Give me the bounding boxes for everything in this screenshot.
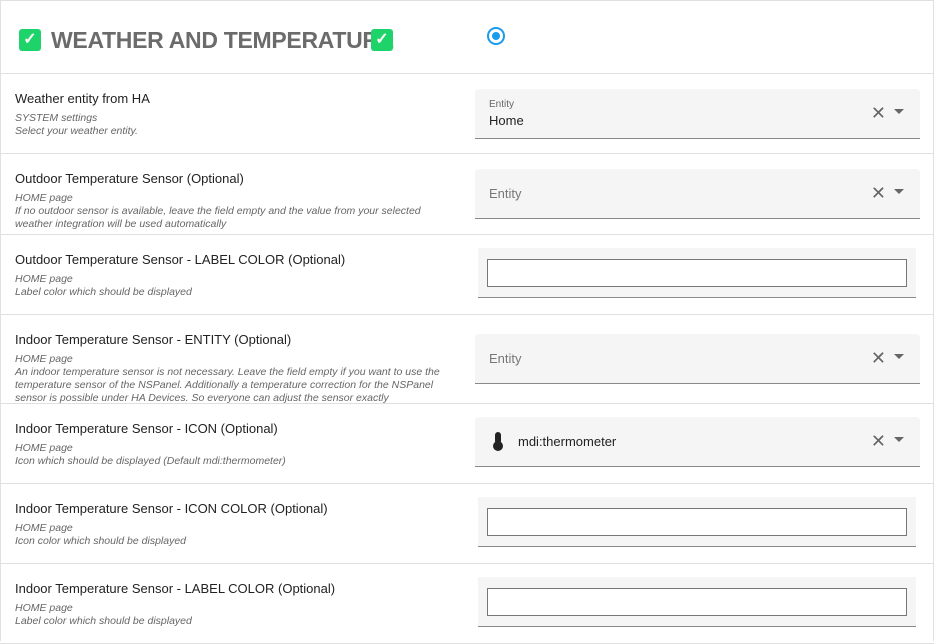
outdoor-temp-sensor-picker[interactable]: Entity ✕ — [475, 169, 920, 219]
setting-help: Label color which should be displayed — [15, 286, 192, 298]
page-title: WEATHER AND TEMPERATURE — [51, 27, 394, 53]
setting-section: SYSTEM settings — [15, 112, 98, 124]
setting-section: HOME page — [15, 442, 73, 454]
setting-row-indoor-label-color: Indoor Temperature Sensor - LABEL COLOR … — [0, 563, 934, 644]
section-header: ✓ WEATHER AND TEMPERATURE ✓ — [0, 0, 934, 74]
check-icon: ✓ — [371, 29, 393, 51]
dropdown-arrow-icon[interactable] — [894, 189, 904, 194]
setting-section: HOME page — [15, 522, 73, 534]
setting-section: HOME page — [15, 353, 73, 365]
setting-label: Indoor Temperature Sensor - ENTITY (Opti… — [15, 332, 292, 347]
setting-description: HOME page Icon which should be displayed … — [15, 442, 460, 468]
indoor-temp-icon-picker[interactable]: mdi:thermometer ✕ — [475, 417, 920, 467]
outdoor-label-color-container — [478, 248, 916, 298]
setting-section: HOME page — [15, 602, 73, 614]
setting-section: HOME page — [15, 273, 73, 285]
setting-help: An indoor temperature sensor is not nece… — [15, 366, 440, 404]
setting-label: Indoor Temperature Sensor - ICON (Option… — [15, 421, 278, 436]
field-value: Home — [489, 113, 524, 128]
setting-help: If no outdoor sensor is available, leave… — [15, 205, 421, 230]
dropdown-arrow-icon[interactable] — [894, 109, 904, 114]
clear-icon[interactable]: ✕ — [870, 183, 886, 203]
setting-label: Indoor Temperature Sensor - LABEL COLOR … — [15, 581, 336, 596]
setting-help: Icon color which should be displayed — [15, 535, 187, 547]
check-icon: ✓ — [19, 29, 41, 51]
clear-icon[interactable]: ✕ — [870, 431, 886, 451]
setting-label: Outdoor Temperature Sensor (Optional) — [15, 171, 244, 186]
field-label: Entity — [489, 99, 515, 110]
outdoor-label-color-input[interactable] — [487, 259, 907, 287]
setting-description: HOME page Label color which should be dis… — [15, 602, 460, 628]
dropdown-arrow-icon[interactable] — [894, 437, 904, 442]
indoor-icon-color-container — [478, 497, 916, 547]
indoor-label-color-container — [478, 577, 916, 627]
clear-icon[interactable]: ✕ — [870, 348, 886, 368]
setting-row-indoor-icon-color: Indoor Temperature Sensor - ICON COLOR (… — [0, 483, 934, 564]
setting-row-indoor-temp-icon: Indoor Temperature Sensor - ICON (Option… — [0, 403, 934, 484]
setting-help: Icon which should be displayed (Default … — [15, 455, 286, 467]
setting-description: HOME page If no outdoor sensor is availab… — [15, 192, 460, 231]
setting-section: HOME page — [15, 192, 73, 204]
setting-help: Label color which should be displayed — [15, 615, 192, 627]
setting-label: Indoor Temperature Sensor - ICON COLOR (… — [15, 501, 328, 516]
collapse-radio[interactable] — [487, 27, 505, 45]
field-placeholder: Entity — [489, 186, 522, 201]
dropdown-arrow-icon[interactable] — [894, 354, 904, 359]
indoor-temp-entity-picker[interactable]: Entity ✕ — [475, 334, 920, 384]
setting-label: Outdoor Temperature Sensor - LABEL COLOR… — [15, 252, 346, 267]
field-placeholder: Entity — [489, 351, 522, 366]
setting-help: Select your weather entity. — [15, 125, 138, 137]
field-value: mdi:thermometer — [518, 434, 617, 449]
setting-row-outdoor-label-color: Outdoor Temperature Sensor - LABEL COLOR… — [0, 234, 934, 315]
setting-label: Weather entity from HA — [15, 91, 150, 106]
setting-description: HOME page An indoor temperature sensor is… — [15, 353, 460, 405]
thermometer-icon — [493, 432, 503, 451]
indoor-label-color-input[interactable] — [487, 588, 907, 616]
setting-row-indoor-temp-entity: Indoor Temperature Sensor - ENTITY (Opti… — [0, 314, 934, 404]
setting-description: HOME page Icon color which should be disp… — [15, 522, 460, 548]
setting-row-outdoor-temp-sensor: Outdoor Temperature Sensor (Optional) HO… — [0, 153, 934, 235]
setting-row-weather-entity: Weather entity from HA SYSTEM settings Se… — [0, 73, 934, 154]
setting-description: HOME page Label color which should be dis… — [15, 273, 460, 299]
setting-description: SYSTEM settings Select your weather entit… — [15, 112, 460, 138]
weather-entity-picker[interactable]: Entity Home ✕ — [475, 89, 920, 139]
clear-icon[interactable]: ✕ — [870, 103, 886, 123]
indoor-icon-color-input[interactable] — [487, 508, 907, 536]
